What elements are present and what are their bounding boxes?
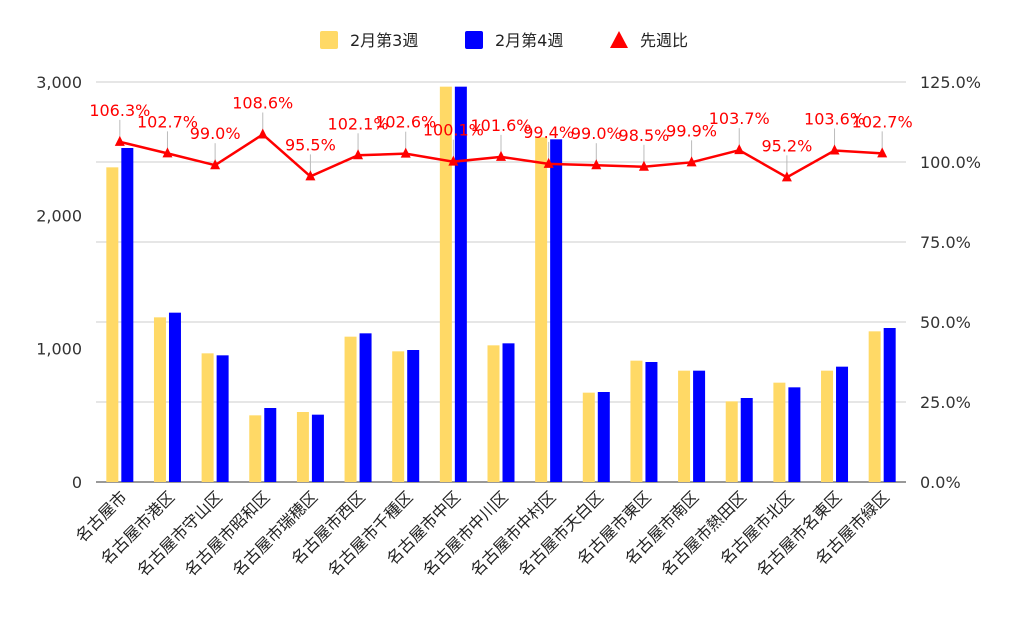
data-label: 99.0% bbox=[571, 124, 622, 143]
x-tick-label: 名古屋市中村区 bbox=[467, 487, 560, 580]
bar-week4 bbox=[740, 398, 753, 482]
data-label: 102.7% bbox=[137, 112, 198, 131]
legend-label: 先週比 bbox=[640, 31, 688, 50]
data-label: 103.7% bbox=[709, 109, 770, 128]
x-tick-label: 名古屋市中川区 bbox=[419, 487, 512, 580]
x-tick-label: 名古屋市千種区 bbox=[324, 487, 417, 580]
bar-week3 bbox=[249, 415, 262, 482]
data-label: 95.5% bbox=[285, 135, 336, 154]
y-left-tick-label: 1,000 bbox=[36, 340, 82, 359]
data-label: 100.1% bbox=[423, 121, 484, 140]
bar-week3 bbox=[868, 331, 881, 482]
gridlines bbox=[96, 81, 906, 483]
bar-week3 bbox=[725, 401, 738, 482]
bar-week3 bbox=[487, 345, 500, 482]
data-label: 99.0% bbox=[190, 124, 241, 143]
y-right-tick-label: 125.0% bbox=[920, 73, 981, 92]
bar-week4 bbox=[550, 139, 563, 483]
bar-week3 bbox=[201, 353, 214, 482]
bar-week4 bbox=[788, 387, 801, 482]
line-point-marker bbox=[638, 160, 649, 171]
x-tick-label: 名古屋市昭和区 bbox=[181, 487, 274, 580]
bar-week3 bbox=[535, 137, 548, 483]
line-point-marker bbox=[210, 159, 221, 170]
bar-week3 bbox=[630, 360, 643, 482]
line-point-marker bbox=[543, 157, 554, 168]
bar-week3 bbox=[153, 317, 166, 482]
line-point-marker bbox=[257, 128, 268, 139]
legend-label: 2月第3週 bbox=[350, 31, 418, 50]
bar-week3 bbox=[344, 336, 357, 482]
data-label: 102.1% bbox=[328, 114, 389, 133]
legend: 2月第3週 2月第4週 先週比 bbox=[320, 31, 688, 50]
data-label: 103.6% bbox=[804, 109, 865, 128]
x-tick-label: 名古屋市名東区 bbox=[753, 487, 846, 580]
line-point-marker bbox=[400, 147, 411, 158]
x-tick-label: 名古屋市瑞穂区 bbox=[229, 487, 322, 580]
bar-week4 bbox=[264, 408, 277, 482]
legend-swatch bbox=[465, 31, 483, 49]
bar-week3 bbox=[439, 86, 452, 483]
line-point-marker bbox=[305, 170, 316, 181]
bar-week4 bbox=[693, 370, 706, 482]
line-series: 106.3%102.7%99.0%108.6%95.5%102.1%102.6%… bbox=[89, 93, 913, 182]
line-point-marker bbox=[448, 155, 459, 166]
line-point-marker bbox=[162, 147, 173, 158]
y-left-tick-label: 3,000 bbox=[36, 73, 82, 92]
x-tick-label: 名古屋市守山区 bbox=[133, 487, 226, 580]
data-label: 99.4% bbox=[523, 123, 574, 142]
y-right-tick-label: 0.0% bbox=[920, 473, 961, 492]
bar-week3 bbox=[106, 167, 119, 483]
x-tick-label: 名古屋市天白区 bbox=[514, 487, 607, 580]
bar-week4 bbox=[121, 148, 134, 482]
legend-label: 2月第4週 bbox=[495, 31, 563, 50]
y-right-tick-label: 50.0% bbox=[920, 313, 971, 332]
y-right-tick-label: 100.0% bbox=[920, 153, 981, 172]
line-point-marker bbox=[496, 150, 506, 161]
x-tick-label: 名古屋市熱田区 bbox=[657, 487, 750, 580]
bar-week4 bbox=[216, 355, 229, 482]
data-label: 102.6% bbox=[375, 113, 436, 132]
bar-week4 bbox=[311, 414, 324, 482]
bar-week4 bbox=[836, 366, 849, 482]
line-point-marker bbox=[877, 147, 888, 158]
line-point-marker bbox=[829, 144, 840, 155]
line-point-marker bbox=[114, 135, 125, 146]
legend-swatch-triangle bbox=[610, 31, 628, 48]
y-left-tick-label: 2,000 bbox=[36, 206, 82, 225]
y-left-tick-label: 0 bbox=[72, 473, 82, 492]
line-point-marker bbox=[353, 149, 364, 160]
bar-week3 bbox=[392, 351, 405, 482]
data-label: 101.6% bbox=[470, 116, 531, 135]
data-label: 95.2% bbox=[761, 136, 812, 155]
data-label: 98.5% bbox=[619, 126, 670, 145]
y-right-tick-label: 25.0% bbox=[920, 393, 971, 412]
data-label: 108.6% bbox=[232, 93, 293, 112]
legend-swatch bbox=[320, 31, 338, 49]
line-point-marker bbox=[781, 171, 792, 182]
bar-week4 bbox=[883, 328, 896, 482]
bar-week4 bbox=[597, 392, 610, 482]
bar-week3 bbox=[821, 370, 834, 482]
bar-week4 bbox=[645, 362, 658, 482]
bars bbox=[106, 86, 896, 483]
data-label: 106.3% bbox=[89, 101, 150, 120]
y-right-tick-label: 75.0% bbox=[920, 233, 971, 252]
bar-week4 bbox=[407, 350, 420, 482]
bar-week3 bbox=[773, 382, 786, 482]
bar-week3 bbox=[582, 392, 595, 482]
line-point-marker bbox=[686, 156, 697, 167]
line-point-marker bbox=[591, 159, 602, 170]
bar-week4 bbox=[359, 333, 372, 482]
bar-week3 bbox=[678, 370, 691, 482]
bar-week4 bbox=[502, 343, 515, 482]
data-label: 99.9% bbox=[666, 121, 717, 140]
bar-week4 bbox=[168, 312, 181, 482]
line-point-marker bbox=[734, 144, 745, 155]
bar-week3 bbox=[296, 412, 309, 482]
bar-week4 bbox=[454, 86, 467, 483]
data-label: 102.7% bbox=[852, 112, 913, 131]
